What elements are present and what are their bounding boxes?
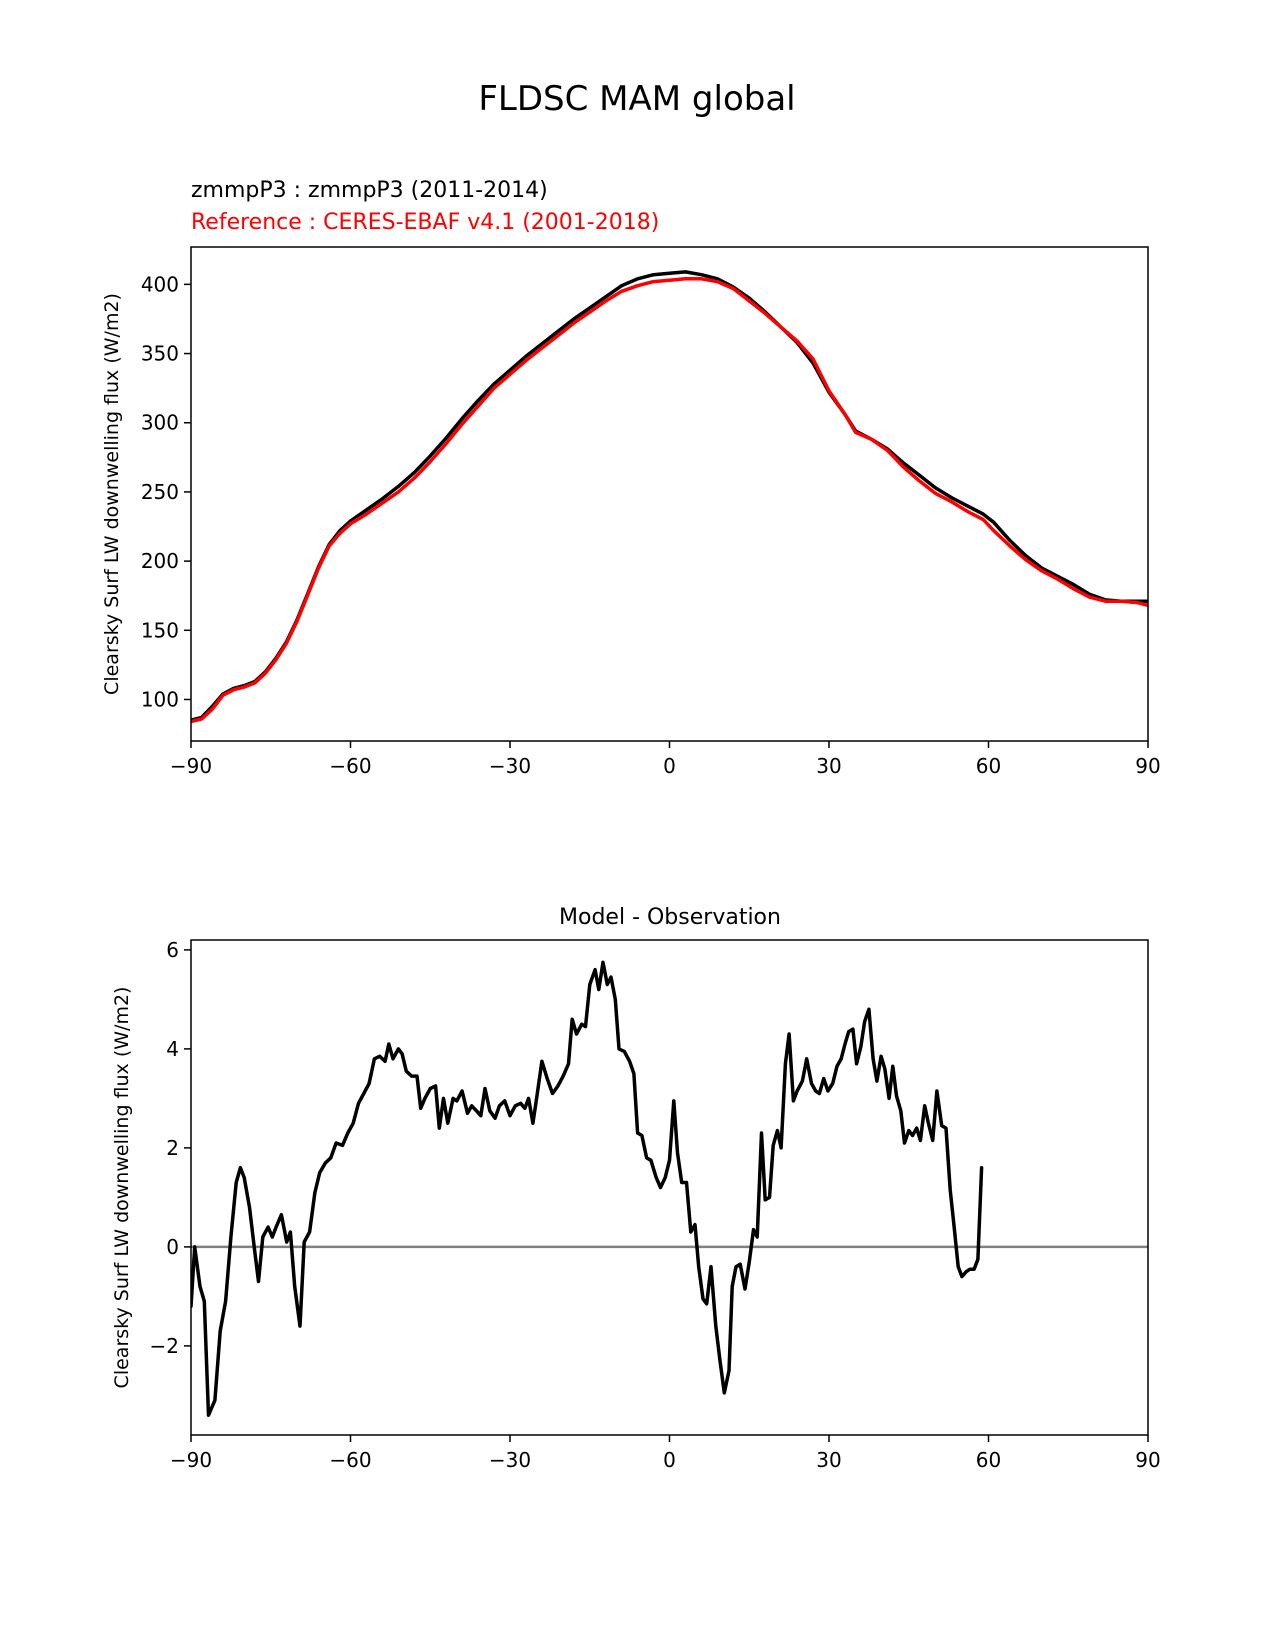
x-tick-label: −30 <box>489 754 531 778</box>
plot-area <box>191 270 1148 724</box>
difference-series-line <box>191 960 984 1417</box>
figure-title: FLDSC MAM global <box>478 79 795 119</box>
plot-area <box>191 960 1148 1417</box>
x-tick-label: −90 <box>170 754 212 778</box>
axes-frame <box>190 246 1149 742</box>
y-tick-label: 4 <box>166 1037 179 1061</box>
y-tick-label: 100 <box>141 687 179 711</box>
x-tick-label: 90 <box>1135 754 1160 778</box>
reference-subtitle: Reference : CERES-EBAF v4.1 (2001-2018) <box>191 210 659 235</box>
y-tick-label: 150 <box>141 618 179 642</box>
x-tick-label: −90 <box>170 1448 212 1472</box>
y-tick-label: 350 <box>141 342 179 366</box>
profile-panel: zmmpP3 : zmmpP3 (2011-2014) Reference : … <box>101 178 1161 778</box>
x-tick-label: −60 <box>329 1448 371 1472</box>
x-tick-label: 60 <box>976 1448 1001 1472</box>
x-tick-label: 60 <box>976 754 1001 778</box>
axes-frame <box>190 939 1149 1436</box>
difference-panel: Model - Observation Clearsky Surf LW dow… <box>111 905 1161 1472</box>
y-tick-label: 6 <box>166 938 179 962</box>
y-tick-label: −2 <box>150 1334 179 1358</box>
reference-series-line <box>191 277 1148 724</box>
ticks: −90 −60 −30 0 30 60 90 100 150 200 250 300 350 400 <box>141 272 1161 778</box>
x-tick-label: 0 <box>663 1448 676 1472</box>
y-axis-label: Clearsky Surf LW downwelling flux (W/m2) <box>111 987 133 1389</box>
panel-title: Model - Observation <box>559 905 781 930</box>
y-tick-label: 2 <box>166 1136 179 1160</box>
model-series-line <box>191 270 1148 722</box>
y-tick-label: 0 <box>166 1235 179 1259</box>
y-tick-label: 400 <box>141 272 179 296</box>
x-tick-label: 90 <box>1135 1448 1160 1472</box>
model-subtitle: zmmpP3 : zmmpP3 (2011-2014) <box>191 178 548 203</box>
y-tick-label: 250 <box>141 480 179 504</box>
x-tick-label: 30 <box>816 1448 841 1472</box>
x-tick-label: 0 <box>663 754 676 778</box>
y-tick-label: 300 <box>141 411 179 435</box>
y-tick-label: 200 <box>141 549 179 573</box>
x-tick-label: 30 <box>816 754 841 778</box>
y-axis-label: Clearsky Surf LW downwelling flux (W/m2) <box>101 293 123 695</box>
x-tick-label: −30 <box>489 1448 531 1472</box>
x-tick-label: −60 <box>329 754 371 778</box>
ticks: −90 −60 −30 0 30 60 90 −2 0 2 4 6 <box>150 938 1161 1472</box>
